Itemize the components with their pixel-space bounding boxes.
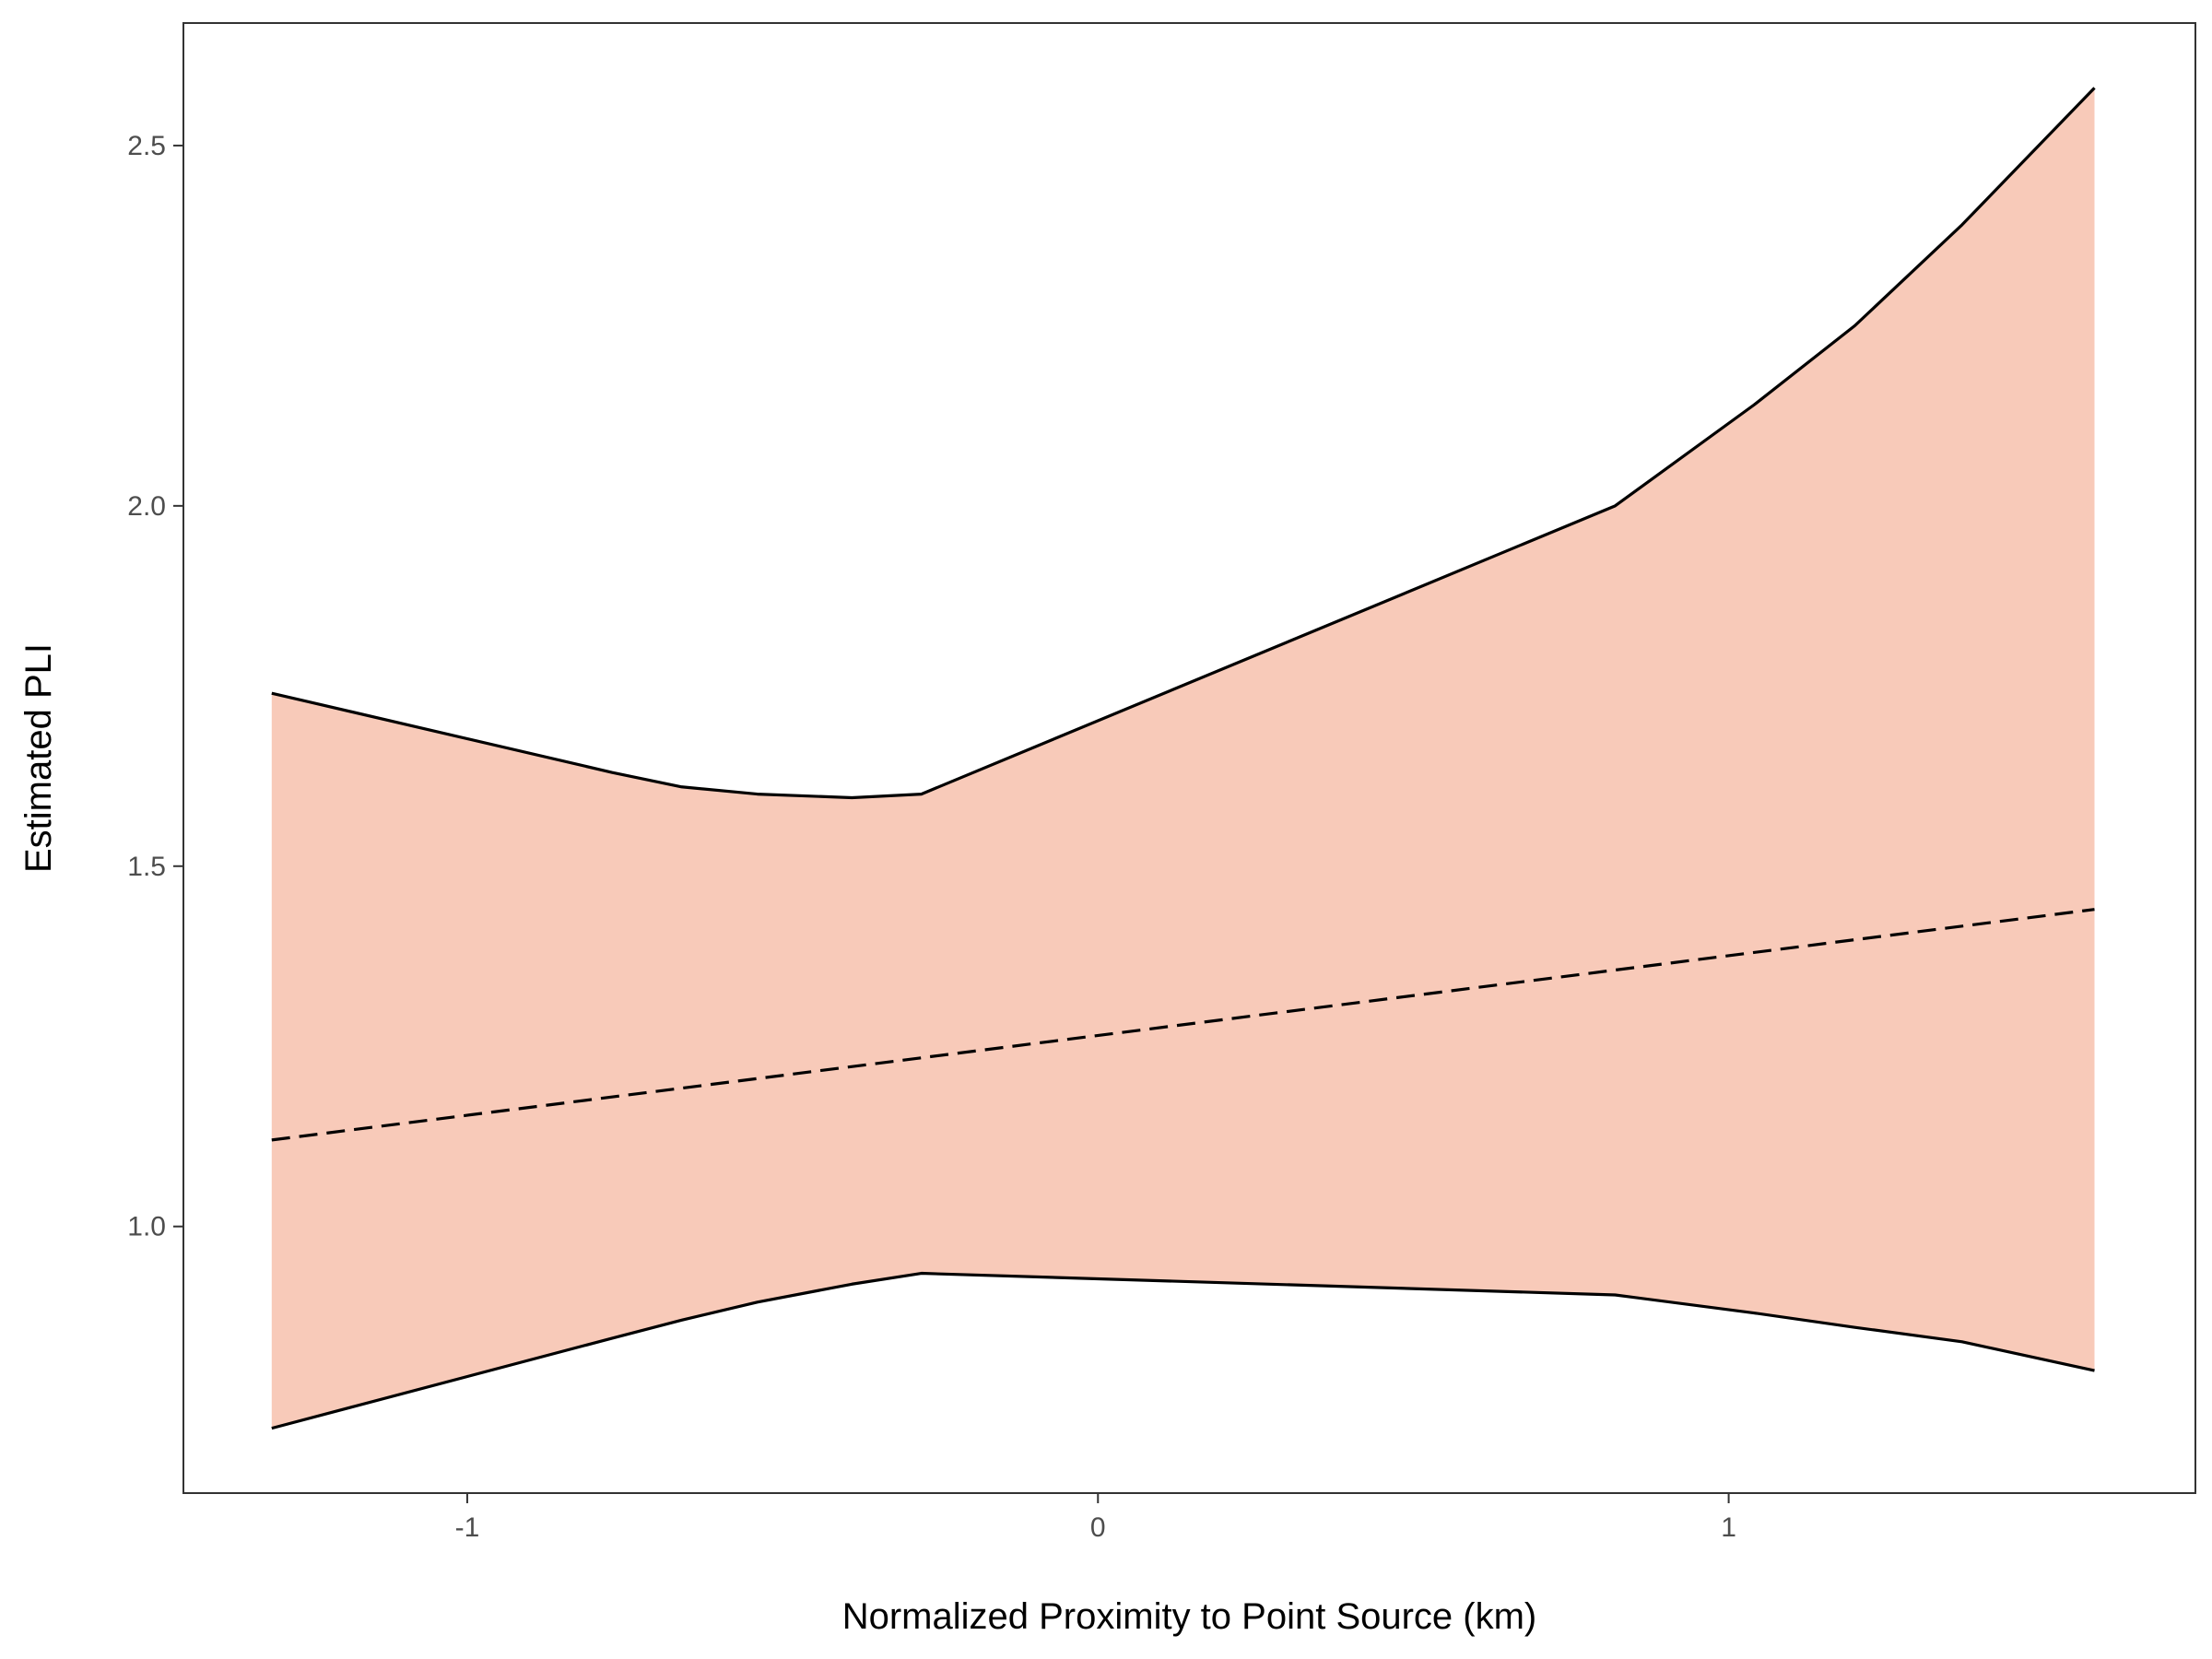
y-tick-label: 2.5 <box>127 131 166 161</box>
y-tick-label: 1.5 <box>127 852 166 882</box>
x-axis-title: Normalized Proximity to Point Source (km… <box>842 1596 1537 1637</box>
x-tick-label: -1 <box>455 1512 480 1543</box>
estimate-line <box>271 908 2095 1142</box>
y-axis: 1.0 1.5 2.0 2.5 <box>127 131 183 1242</box>
x-tick-label: 0 <box>1090 1512 1106 1543</box>
y-tick-label: 2.0 <box>127 491 166 522</box>
panel-border <box>182 22 2196 1494</box>
x-axis: -1 0 1 <box>455 1493 1736 1543</box>
y-axis-title: Estimated PLI <box>18 643 59 873</box>
upper-bound-line <box>271 87 2096 800</box>
plot-layer <box>271 87 2096 1430</box>
lower-bound-line <box>271 1271 2095 1430</box>
x-tick-label: 1 <box>1721 1512 1736 1543</box>
y-tick-label: 1.0 <box>127 1212 166 1242</box>
confidence-band <box>271 88 2095 1429</box>
